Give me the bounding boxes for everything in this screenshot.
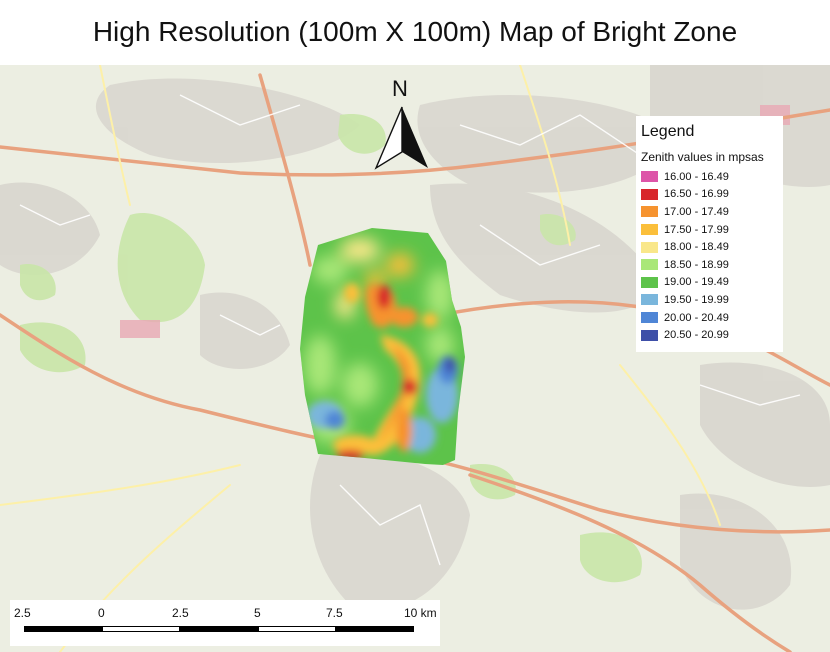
legend-item: 17.00 - 17.49 bbox=[641, 203, 778, 221]
scale-segment bbox=[258, 626, 336, 632]
legend-label: 20.50 - 20.99 bbox=[664, 329, 729, 342]
legend-swatch bbox=[641, 188, 658, 200]
scale-segment bbox=[24, 626, 102, 632]
legend-swatch bbox=[641, 259, 658, 271]
legend-label: 19.00 - 19.49 bbox=[664, 276, 729, 289]
map-title: High Resolution (100m X 100m) Map of Bri… bbox=[92, 16, 738, 47]
legend-label: 20.00 - 20.49 bbox=[664, 311, 729, 324]
legend-label: 18.00 - 18.49 bbox=[664, 241, 729, 254]
legend-label: 18.50 - 18.99 bbox=[664, 258, 729, 271]
legend-label: 17.50 - 17.99 bbox=[664, 223, 729, 236]
legend-label: 16.50 - 16.99 bbox=[664, 188, 729, 201]
legend-item: 16.50 - 16.99 bbox=[641, 186, 778, 204]
legend-swatch bbox=[641, 171, 658, 183]
scale-label: 2.5 bbox=[14, 606, 31, 620]
legend-label: 16.00 - 16.49 bbox=[664, 170, 729, 183]
legend-label: 19.50 - 19.99 bbox=[664, 293, 729, 306]
legend-item: 19.50 - 19.99 bbox=[641, 291, 778, 309]
scale-label: 7.5 bbox=[326, 606, 343, 620]
legend-item: 20.50 - 20.99 bbox=[641, 326, 778, 344]
legend-label: 17.00 - 17.49 bbox=[664, 205, 729, 218]
north-label: N bbox=[392, 76, 408, 101]
legend-swatch bbox=[641, 206, 658, 218]
legend-panel: Legend Zenith values in mpsas 16.00 - 16… bbox=[636, 116, 783, 352]
scale-segment bbox=[102, 626, 180, 632]
legend-swatch bbox=[641, 241, 658, 253]
legend-item: 18.00 - 18.49 bbox=[641, 238, 778, 256]
legend-items: 16.00 - 16.49 16.50 - 16.99 17.00 - 17.49 1… bbox=[641, 168, 778, 344]
legend-swatch bbox=[641, 329, 658, 341]
legend-subtitle: Zenith values in mpsas bbox=[641, 150, 764, 164]
scale-segment bbox=[336, 626, 414, 632]
legend-swatch bbox=[641, 224, 658, 236]
legend-item: 17.50 - 17.99 bbox=[641, 221, 778, 239]
north-arrow-icon bbox=[374, 106, 428, 170]
heatmap-zone bbox=[300, 228, 465, 465]
scale-label: 10 km bbox=[404, 606, 437, 620]
legend-item: 20.00 - 20.49 bbox=[641, 309, 778, 327]
legend-swatch bbox=[641, 276, 658, 288]
scale-label: 5 bbox=[254, 606, 261, 620]
legend-item: 19.00 - 19.49 bbox=[641, 274, 778, 292]
scale-label: 2.5 bbox=[172, 606, 189, 620]
legend-item: 16.00 - 16.49 bbox=[641, 168, 778, 186]
scale-segment bbox=[180, 626, 258, 632]
legend-item: 18.50 - 18.99 bbox=[641, 256, 778, 274]
legend-swatch bbox=[641, 312, 658, 324]
scale-bar: 2.5 0 2.5 5 7.5 10 km bbox=[10, 600, 440, 646]
legend-title: Legend bbox=[641, 123, 695, 140]
legend-swatch bbox=[641, 294, 658, 306]
scale-label: 0 bbox=[98, 606, 105, 620]
